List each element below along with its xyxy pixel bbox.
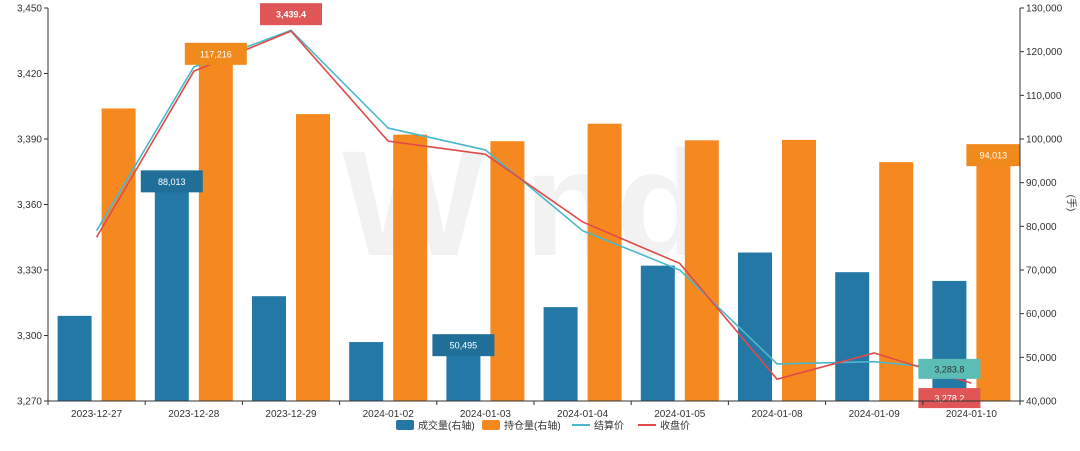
x-tick-label: 2024-01-02 [363, 409, 415, 420]
x-tick-label: 2024-01-05 [654, 409, 706, 420]
legend-swatch [482, 420, 500, 430]
right-axis: 40,000 50,000 60,000 70,000 80,000 90,000 100,… [1020, 4, 1063, 408]
axes-layer: 3,270 3,300 3,330 3,360 3,390 3,420 3,450 40,0… [17, 4, 1078, 421]
right-tick-label: 70,000 [1026, 266, 1057, 277]
x-axis: 2023-12-27 2023-12-28 2023-12-29 2024-01-02… [47, 401, 1021, 420]
bar [782, 139, 816, 401]
right-tick-label: 110,000 [1026, 91, 1062, 102]
bar [393, 134, 428, 401]
bar [57, 315, 92, 401]
bar [252, 296, 286, 401]
left-tick-label: 3,360 [17, 200, 42, 211]
bar [543, 307, 578, 401]
data-label: 3,283.8 [934, 364, 964, 374]
right-tick-label: 100,000 [1026, 135, 1063, 146]
left-tick-label: 3,330 [17, 266, 42, 277]
data-label-box [966, 144, 1021, 167]
data-label: 88,013 [158, 177, 186, 187]
data-label: 50,495 [450, 341, 478, 351]
bars-layer [57, 63, 1011, 402]
left-tick-label: 3,270 [17, 397, 42, 408]
bar [684, 140, 719, 401]
data-label-box [918, 388, 981, 409]
right-tick-label: 90,000 [1026, 178, 1057, 189]
data-label: 94,013 [980, 151, 1008, 161]
bar [296, 114, 330, 402]
legend: 成交量(右轴) 持仓量(右轴) 结算价 收盘价 [396, 419, 690, 432]
bar [446, 355, 481, 401]
right-tick-label: 130,000 [1026, 4, 1063, 15]
data-label-box [184, 42, 247, 65]
legend-label: 结算价 [594, 419, 624, 432]
x-tick-label: 2024-01-03 [460, 409, 512, 420]
legend-swatch [396, 420, 414, 430]
left-tick-label: 3,300 [17, 331, 42, 342]
data-label: 3,439.4 [276, 10, 306, 20]
bar [490, 141, 525, 401]
bar [738, 252, 772, 401]
data-label: 117,216 [200, 49, 232, 59]
bar [932, 280, 967, 401]
bar [349, 342, 384, 401]
bar [101, 108, 136, 401]
x-tick-label: 2023-12-28 [168, 409, 220, 420]
bar [640, 265, 675, 401]
right-tick-label: 50,000 [1026, 353, 1057, 364]
data-label-box [432, 334, 495, 357]
data-label-box [918, 358, 981, 379]
legend-label: 收盘价 [660, 419, 690, 432]
legend-label: 成交量(右轴) [418, 419, 475, 432]
left-tick-label: 3,450 [17, 4, 42, 15]
data-label-box [260, 3, 322, 26]
data-label-box [140, 170, 203, 193]
right-tick-label: 60,000 [1026, 309, 1057, 320]
legend-label: 持仓量(右轴) [504, 419, 561, 432]
x-tick-label: 2024-01-04 [557, 409, 609, 420]
left-tick-label: 3,420 [17, 69, 42, 80]
right-tick-label: 120,000 [1026, 47, 1063, 58]
left-tick-label: 3,390 [17, 135, 42, 146]
data-label: 3,278.2 [934, 394, 964, 404]
right-axis-label: (手) [1065, 195, 1078, 212]
labels-layer: 88,013 50,495 117,216 94,013 3,439.4 3,283.8 3… [140, 3, 1021, 409]
bar [879, 162, 914, 401]
right-tick-label: 80,000 [1026, 222, 1057, 233]
x-tick-label: 2024-01-10 [946, 409, 998, 420]
bar [154, 191, 189, 401]
bar [976, 165, 1011, 401]
bar [587, 123, 622, 401]
x-tick-label: 2023-12-29 [265, 409, 317, 420]
bar [835, 272, 870, 401]
right-tick-label: 40,000 [1026, 397, 1057, 408]
bar [198, 63, 233, 402]
x-tick-label: 2024-01-09 [849, 409, 901, 420]
left-axis: 3,270 3,300 3,330 3,360 3,390 3,420 3,450 [17, 4, 48, 408]
x-tick-label: 2024-01-08 [751, 409, 803, 420]
x-tick-label: 2023-12-27 [71, 409, 123, 420]
